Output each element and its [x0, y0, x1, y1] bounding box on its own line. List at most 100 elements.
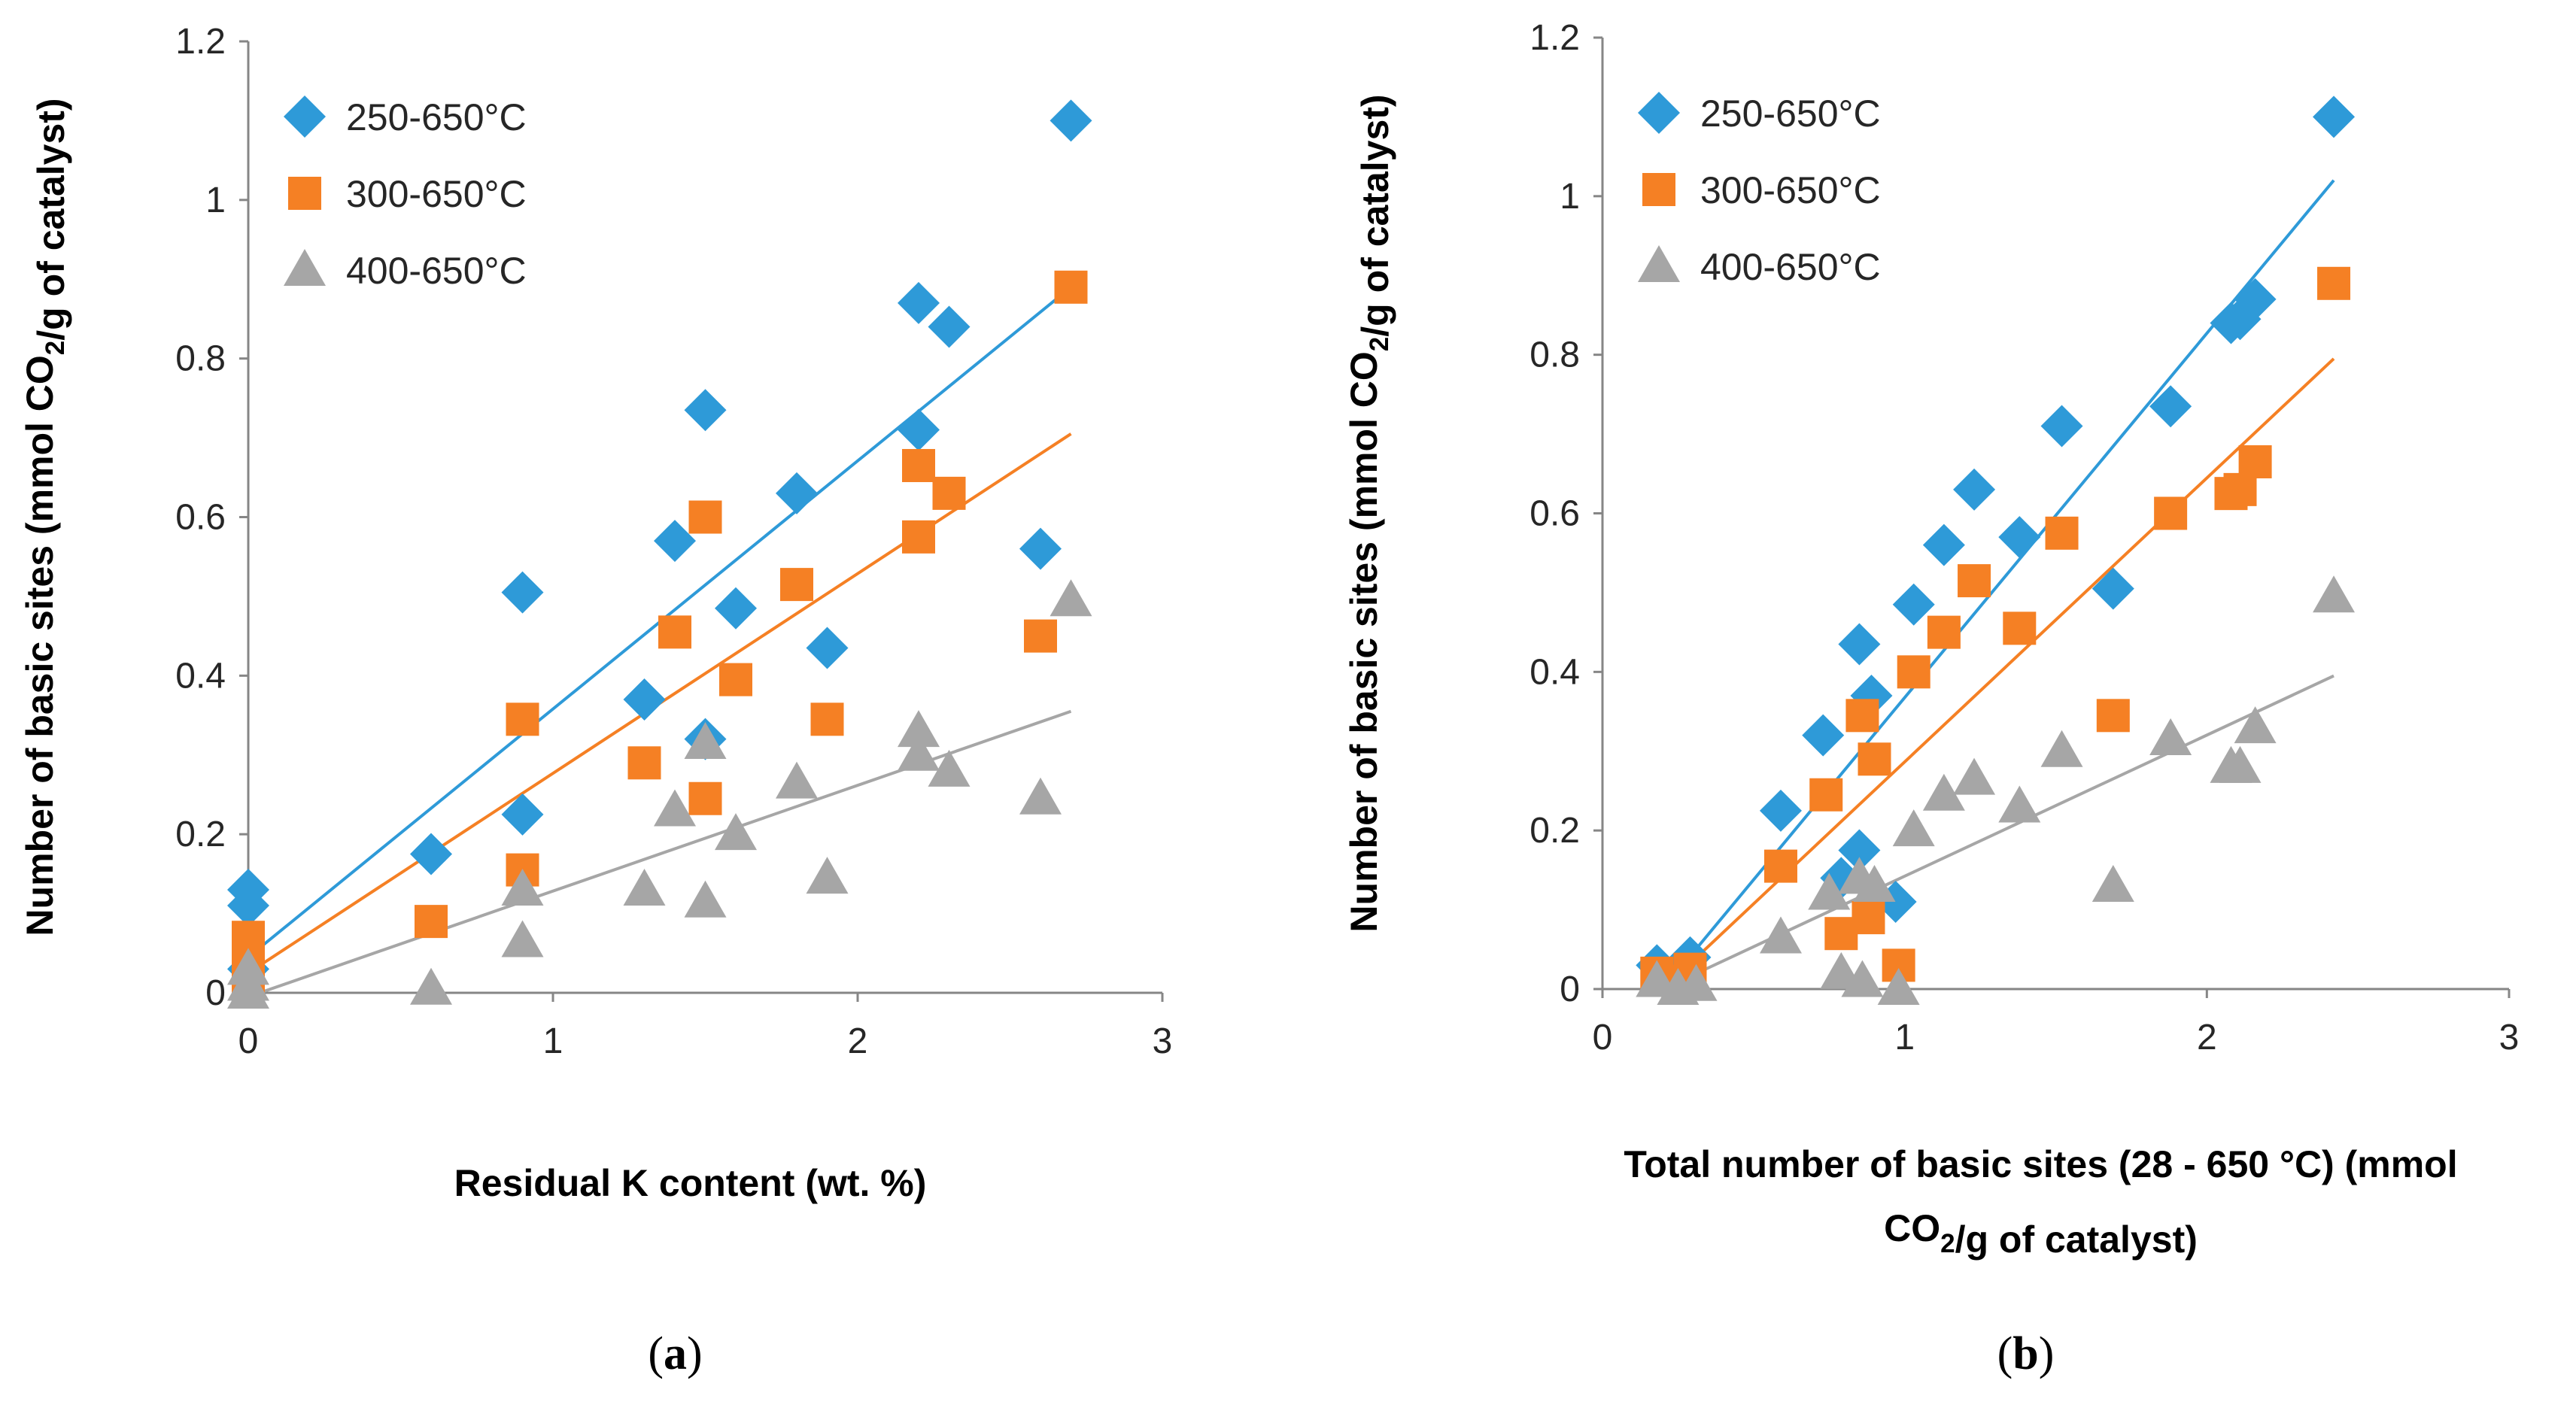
data-point	[1877, 968, 1920, 1005]
data-point	[1892, 809, 1935, 847]
data-point	[2040, 405, 2083, 448]
data-point	[776, 472, 818, 514]
data-point	[1054, 270, 1088, 304]
data-point	[1019, 527, 1062, 570]
data-point	[1922, 773, 1965, 811]
data-point	[806, 627, 849, 669]
data-point	[1808, 872, 1851, 910]
y-tick-label: 1.2	[1530, 18, 1580, 58]
data-point	[806, 857, 849, 894]
data-point	[780, 568, 813, 602]
y-axis-title: Number of basic sites (mmol CO2/g of cat…	[19, 98, 72, 936]
y-tick-label: 1.2	[175, 22, 226, 62]
data-point	[410, 833, 452, 875]
data-point	[810, 702, 844, 736]
y-tick-label: 0.6	[1530, 494, 1580, 534]
data-point	[2003, 611, 2037, 645]
data-point	[501, 868, 544, 906]
y-tick-label: 0	[1560, 969, 1580, 1009]
data-point	[1838, 623, 1881, 666]
x-axis-title: Residual K content (wt. %)	[454, 1162, 927, 1204]
legend-label: 400-650°C	[1700, 246, 1881, 288]
y-tick-label: 0	[205, 973, 226, 1013]
data-point	[898, 408, 940, 451]
y-tick-label: 1	[1560, 177, 1580, 217]
data-point	[1050, 579, 1092, 617]
data-point	[1958, 564, 1991, 598]
data-point	[1675, 963, 1718, 1001]
data-point	[1759, 916, 1802, 954]
data-point	[1024, 619, 1057, 653]
y-tick-label: 0.4	[1530, 652, 1580, 692]
data-point	[1858, 742, 1891, 776]
y-tick-label: 0.2	[175, 815, 226, 854]
legend-label: 300-650°C	[1700, 169, 1881, 211]
y-tick-label: 0.4	[175, 656, 226, 696]
legend-marker	[1638, 245, 1680, 282]
data-point	[227, 885, 269, 927]
data-point	[776, 761, 818, 799]
data-point	[1927, 615, 1961, 649]
data-point	[501, 571, 544, 614]
data-point	[1852, 901, 1885, 935]
y-tick-label: 0.2	[1530, 811, 1580, 851]
x-tick-label: 0	[238, 1021, 259, 1061]
data-point	[2223, 472, 2257, 506]
x-tick-label: 1	[1894, 1018, 1915, 1057]
data-point	[684, 389, 727, 432]
data-point	[902, 448, 935, 482]
data-point	[688, 500, 722, 534]
y-axis-title: Number of basic sites (mmol CO2/g of cat…	[1343, 94, 1396, 932]
y-tick-label: 0.6	[175, 498, 226, 538]
data-point	[654, 520, 696, 563]
data-point	[1809, 778, 1843, 812]
data-point	[2040, 730, 2083, 767]
data-point	[2313, 96, 2356, 138]
data-point	[627, 746, 661, 780]
data-point	[1892, 583, 1935, 626]
data-point	[2096, 699, 2130, 733]
data-point	[1953, 757, 1996, 795]
legend-marker	[284, 249, 326, 286]
data-point	[688, 781, 722, 815]
x-tick-label: 2	[2197, 1018, 2217, 1057]
x-axis-title: Total number of basic sites (28 - 650 °C…	[1624, 1143, 2457, 1185]
legend-marker	[1638, 92, 1680, 134]
data-point	[898, 281, 940, 324]
y-tick-label: 0.8	[175, 339, 226, 379]
data-point	[1998, 516, 2041, 559]
data-point	[1845, 699, 1879, 733]
data-point	[928, 305, 971, 348]
panel-label: (b)	[1997, 1328, 2055, 1379]
data-point	[1759, 789, 1802, 832]
data-point	[1922, 523, 1965, 566]
data-point	[1897, 655, 1930, 689]
trendline	[1662, 674, 2334, 991]
data-point	[623, 868, 666, 906]
data-point	[902, 520, 935, 554]
legend-label: 400-650°C	[346, 250, 527, 292]
data-point	[715, 587, 757, 630]
data-point	[506, 702, 539, 736]
data-point	[928, 749, 971, 787]
data-point	[898, 710, 940, 748]
data-point	[1050, 99, 1092, 142]
x-tick-label: 3	[1153, 1021, 1173, 1061]
data-point	[1853, 864, 1896, 902]
data-point	[932, 476, 966, 510]
data-point	[1841, 960, 1884, 997]
data-point	[410, 967, 452, 1005]
trendline	[1661, 357, 2335, 991]
panel-a: 0 0.2 0.4 0.6 0.8 1 1.2 0 1 2 3 250-650°C 300-650°C 4…	[19, 22, 1172, 1379]
legend-marker	[1642, 173, 1675, 206]
data-point	[2234, 706, 2277, 744]
y-tick-label: 1	[205, 181, 226, 220]
data-point	[623, 678, 666, 721]
data-point	[1763, 849, 1797, 883]
trendline	[1661, 179, 2335, 991]
x-axis-title-line2: CO2/g of catalyst)	[1884, 1207, 2198, 1261]
data-point	[1802, 714, 1845, 757]
data-point	[2234, 278, 2277, 320]
